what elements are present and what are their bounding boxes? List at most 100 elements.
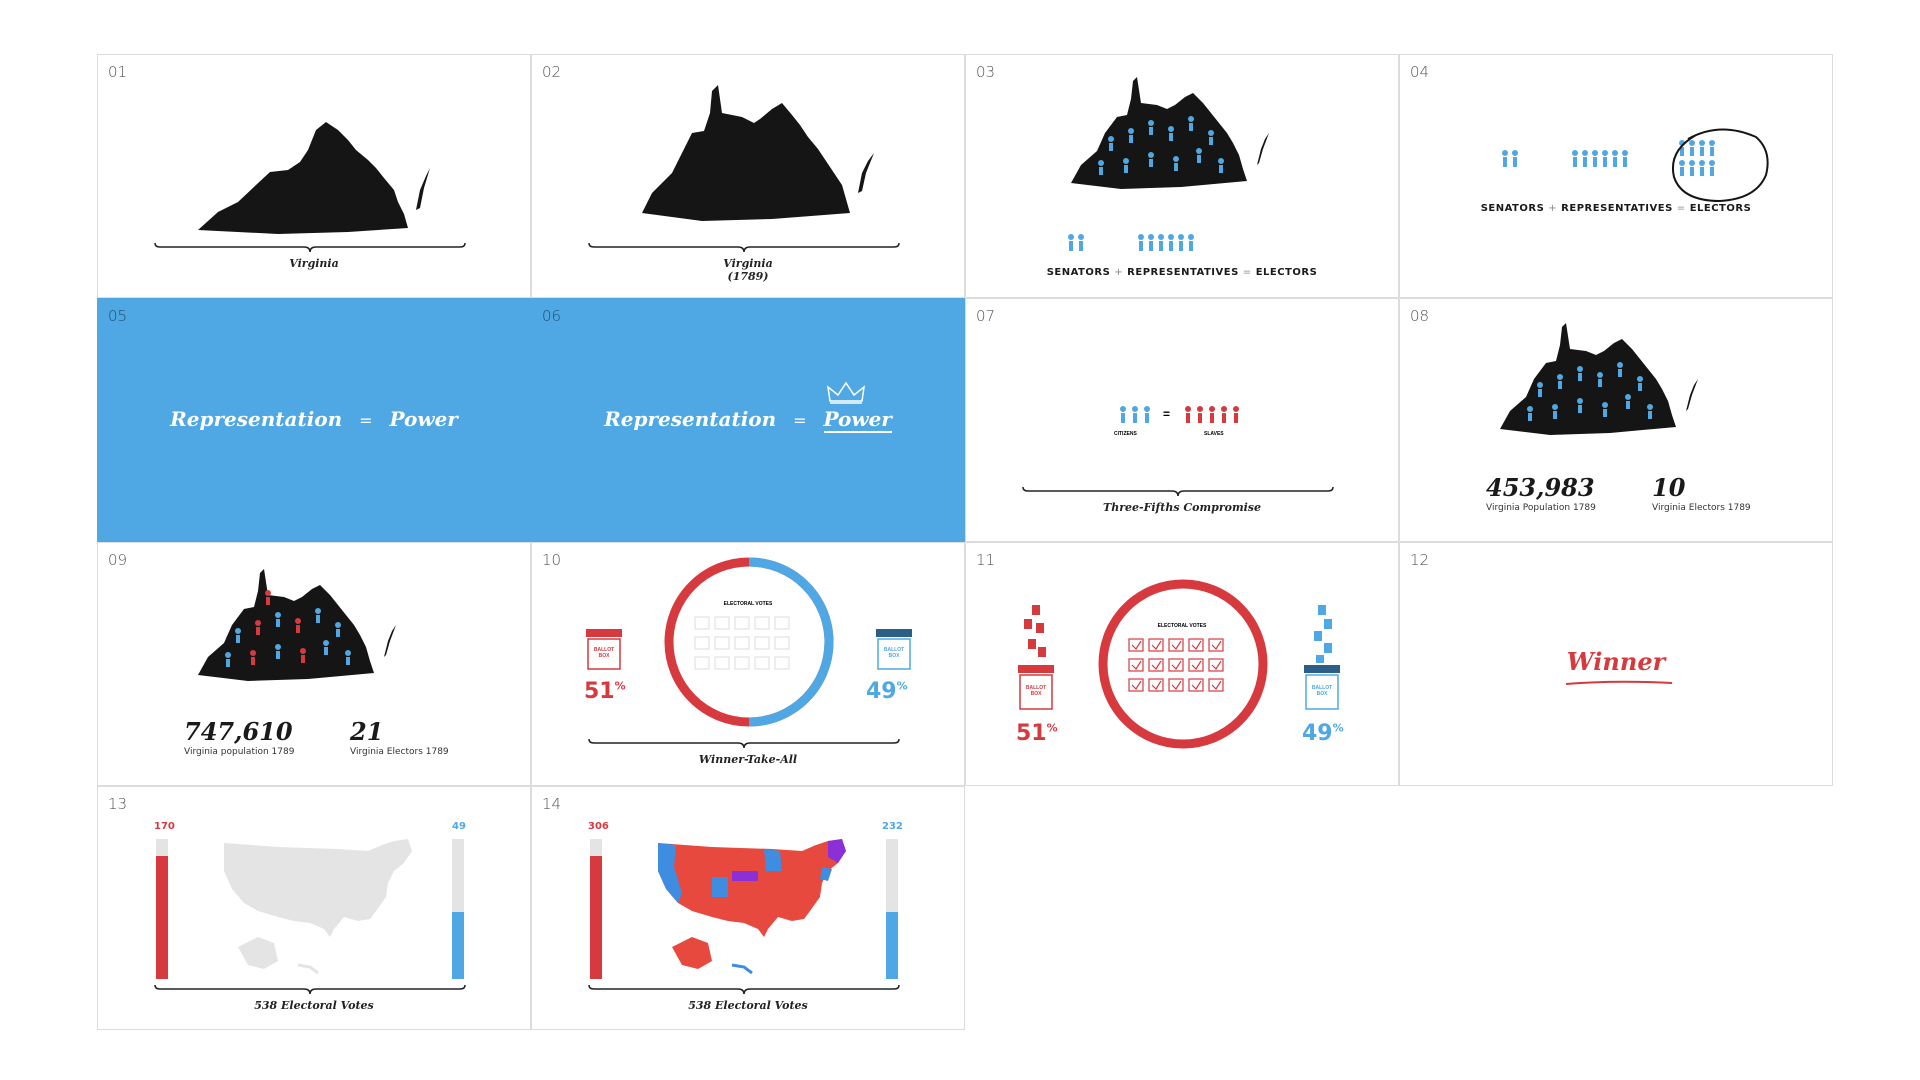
red-votes-fill xyxy=(590,855,602,979)
equals-sign: = xyxy=(1163,407,1171,421)
red-votes-value: 170 xyxy=(154,821,175,832)
panel-13[interactable]: 13 170 49 538 Electoral Votes xyxy=(97,786,531,1030)
panel-08[interactable]: 08 453,983 Virginia Population 1789 10 xyxy=(1399,298,1833,542)
brace-icon xyxy=(154,984,466,995)
panel-caption: Three-Fifths Compromise xyxy=(1103,501,1261,514)
plus-sign: + xyxy=(1114,267,1124,278)
red-votes-bar xyxy=(590,839,602,979)
electors-label: ELECTORS xyxy=(1689,203,1752,214)
red-ballot-stack-icon xyxy=(1018,605,1054,710)
panel-02[interactable]: 02 Virginia (1789) xyxy=(531,54,965,298)
virginia-map-icon xyxy=(198,122,430,234)
electoral-donut-chart xyxy=(664,557,834,727)
panel-10[interactable]: 10 ELECTORAL VOTES BALLOT BOX BALLOT BOX… xyxy=(531,542,965,786)
virginia-people-map-icon xyxy=(1071,77,1269,189)
representatives-label: REPRESENTATIVES xyxy=(1127,267,1239,278)
equals-sign: = xyxy=(1242,267,1252,278)
crown-icon xyxy=(826,381,866,404)
red-votes-value: 306 xyxy=(588,821,609,832)
blue-votes-bar xyxy=(452,839,464,979)
panel-11[interactable]: 11 ELECTORAL VOTES BALLOT BOX BALLOT BOX… xyxy=(965,542,1399,786)
underline-icon xyxy=(1565,680,1673,685)
panel-number: 05 xyxy=(108,307,128,325)
population-number: 453,983 xyxy=(1486,473,1595,502)
donut-title: ELECTORAL VOTES xyxy=(1157,623,1207,629)
people-group-icon xyxy=(1068,234,1194,251)
blue-votes-fill xyxy=(886,911,898,979)
panel-number: 01 xyxy=(108,63,128,81)
panel-12[interactable]: 12 Winner xyxy=(1399,542,1833,786)
panel-caption: 538 Electoral Votes xyxy=(254,999,374,1012)
virginia-people-map-icon xyxy=(198,569,396,681)
virginia-people-map-icon xyxy=(1500,323,1698,435)
slaves-label: SLAVES xyxy=(1204,431,1224,437)
panel-number: 12 xyxy=(1410,551,1430,569)
panel-number: 03 xyxy=(976,63,996,81)
panel-09[interactable]: 09 747,610 Virginia pop xyxy=(97,542,531,786)
panel-06[interactable]: 06 Representation = Power xyxy=(531,298,965,542)
power-word: Power xyxy=(389,407,458,431)
panel-caption: 538 Electoral Votes xyxy=(688,999,808,1012)
senators-label: SENATORS xyxy=(1480,203,1545,214)
brace-icon xyxy=(588,242,900,253)
ballot-box-label: BALLOT BOX xyxy=(883,647,905,659)
electors-equation: SENATORS + REPRESENTATIVES = ELECTORS xyxy=(1400,203,1832,214)
blue-votes-value: 232 xyxy=(882,821,903,832)
panel-05[interactable]: 05 Representation = Power xyxy=(97,298,531,542)
us-map-icon xyxy=(224,839,412,975)
representation-equation: Representation = Power xyxy=(532,407,964,433)
panel-03[interactable]: 03 xyxy=(965,54,1399,298)
citizens-label: CITIZENS xyxy=(1114,431,1137,437)
panel-number: 10 xyxy=(542,551,562,569)
electors-label: Virginia Electors 1789 xyxy=(1652,503,1751,513)
ballot-box-label: BALLOT BOX xyxy=(1025,685,1047,697)
population-label: Virginia Population 1789 xyxy=(1486,503,1596,513)
senators-label: SENATORS xyxy=(1046,267,1111,278)
population-label: Virginia population 1789 xyxy=(184,747,295,757)
circle-highlight-icon xyxy=(1672,128,1769,203)
representation-word: Representation xyxy=(170,407,343,431)
panel-caption: Winner-Take-All xyxy=(698,753,798,766)
panel-caption-year: (1789) xyxy=(727,270,769,283)
panel-04[interactable]: 04 SENATORS + REPR xyxy=(1399,54,1833,298)
electors-equation: SENATORS + REPRESENTATIVES = ELECTORS xyxy=(966,267,1398,278)
virginia-1789-map-icon xyxy=(642,85,874,221)
blue-votes-fill xyxy=(452,911,464,979)
panel-14[interactable]: 14 306 232 538 Electoral Votes xyxy=(531,786,965,1030)
donut-title: ELECTORAL VOTES xyxy=(723,601,773,607)
panel-number: 06 xyxy=(542,307,562,325)
panel-number: 08 xyxy=(1410,307,1430,325)
red-percentage: 51% xyxy=(584,679,626,704)
brace-icon xyxy=(588,738,900,749)
power-word: Power xyxy=(823,407,892,433)
equals-sign: = xyxy=(793,411,807,430)
panel-01[interactable]: 01 Virginia xyxy=(97,54,531,298)
panel-caption: Virginia xyxy=(723,257,773,270)
panel-number: 07 xyxy=(976,307,996,325)
plus-sign: + xyxy=(1548,203,1558,214)
ballot-box-label: BALLOT BOX xyxy=(593,647,615,659)
blue-ballot-box-icon xyxy=(876,629,912,670)
population-number: 747,610 xyxy=(184,717,293,746)
electors-number: 10 xyxy=(1652,473,1686,502)
panel-07[interactable]: 07 = CITIZENS SLAVES Three-Fifths Compro… xyxy=(965,298,1399,542)
red-percentage: 51% xyxy=(1016,721,1058,746)
panel-number: 14 xyxy=(542,795,562,813)
blue-ballot-stack-icon xyxy=(1304,605,1340,710)
representation-equation: Representation = Power xyxy=(98,407,530,431)
panel-number: 13 xyxy=(108,795,128,813)
blue-percentage: 49% xyxy=(1302,721,1344,746)
panel-number: 04 xyxy=(1410,63,1430,81)
people-group-icon xyxy=(1502,140,1715,176)
brace-icon xyxy=(154,242,466,253)
brace-icon xyxy=(588,984,900,995)
blue-votes-value: 49 xyxy=(452,821,466,832)
red-votes-fill xyxy=(156,855,168,979)
ballot-box-label: BALLOT BOX xyxy=(1311,685,1333,697)
equals-sign: = xyxy=(1676,203,1686,214)
brace-icon xyxy=(1022,486,1334,497)
us-election-map-icon xyxy=(658,839,846,975)
panel-number: 09 xyxy=(108,551,128,569)
red-votes-bar xyxy=(156,839,168,979)
representatives-label: REPRESENTATIVES xyxy=(1561,203,1673,214)
